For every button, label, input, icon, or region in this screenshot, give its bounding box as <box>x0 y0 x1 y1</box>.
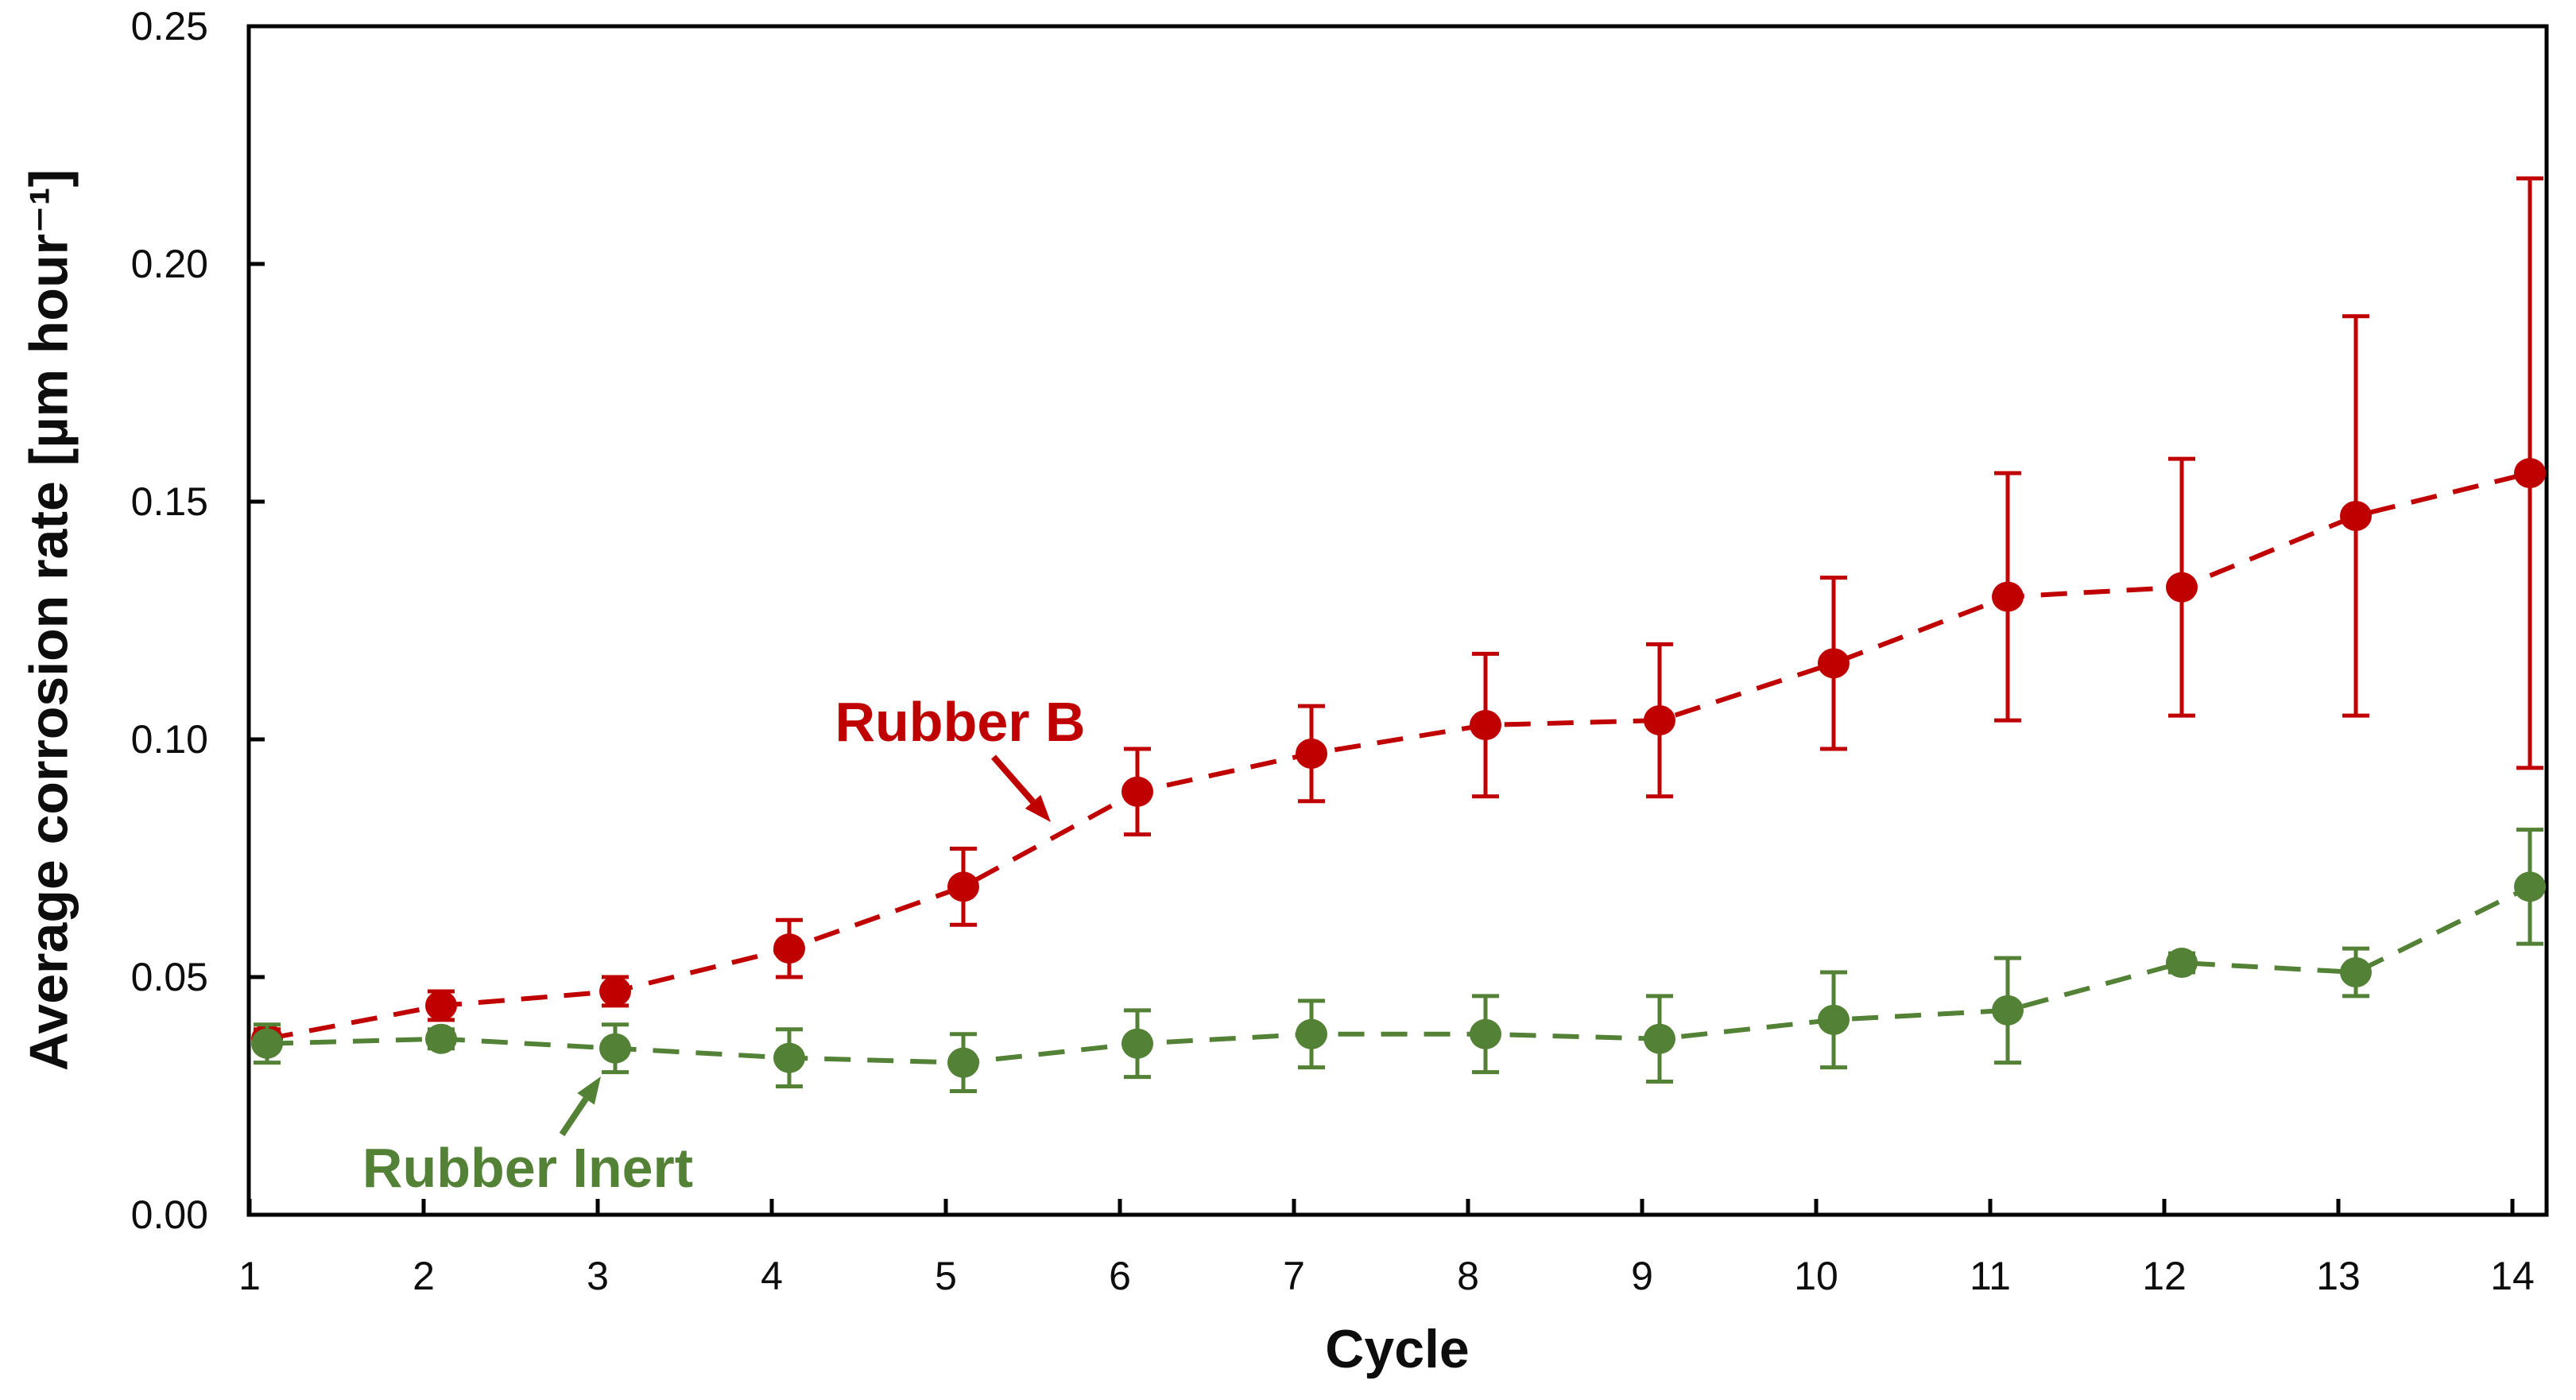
data-point <box>1296 738 1327 769</box>
data-point <box>2340 500 2372 531</box>
data-point <box>2166 948 2198 979</box>
series-rubber-b <box>251 176 2546 1054</box>
x-tick-label: 4 <box>761 1254 783 1298</box>
x-tick-label: 7 <box>1283 1254 1305 1298</box>
y-tick-label: 0.15 <box>131 479 208 524</box>
data-point <box>1296 1018 1327 1049</box>
data-point <box>1818 1004 1850 1035</box>
y-tick-label: 0.20 <box>131 242 208 286</box>
x-tick-label: 13 <box>2316 1254 2361 1298</box>
data-point <box>947 1047 979 1078</box>
data-point <box>773 1042 805 1073</box>
plot-border <box>246 24 2549 1217</box>
data-point <box>2514 871 2546 902</box>
data-point <box>425 1023 457 1054</box>
y-axis: 0.00 0.05 0.10 0.15 0.20 0.25 <box>131 4 265 1237</box>
y-tick-label: 0.00 <box>131 1193 208 1237</box>
x-tick-label: 12 <box>2142 1254 2187 1298</box>
data-point <box>1644 1023 1675 1054</box>
annotation-rubber-inert: Rubber Inert <box>362 1137 694 1199</box>
data-point <box>947 871 979 902</box>
x-tick-label: 14 <box>2490 1254 2535 1298</box>
y-tick-label: 0.05 <box>131 955 208 999</box>
data-point <box>2340 957 2372 988</box>
data-point <box>1818 648 1850 679</box>
y-tick-label: 0.10 <box>131 717 208 762</box>
x-axis: 1 2 3 4 5 6 7 8 9 10 11 12 13 14 <box>238 1199 2535 1298</box>
data-point <box>1121 776 1153 807</box>
data-point <box>2166 572 2198 603</box>
x-tick-label: 2 <box>413 1254 435 1298</box>
x-tick-label: 11 <box>1970 1254 2011 1298</box>
x-tick-label: 9 <box>1631 1254 1653 1298</box>
data-point <box>1644 705 1675 736</box>
data-point <box>1121 1028 1153 1059</box>
data-point <box>599 975 631 1006</box>
annotation-arrow <box>559 1076 601 1137</box>
data-point <box>1992 581 2024 612</box>
annotation-rubber-b: Rubber B <box>835 691 1086 753</box>
data-point <box>1992 995 2024 1026</box>
data-point <box>1470 710 1501 741</box>
y-tick-label: 0.25 <box>131 4 208 48</box>
series-rubber-inert <box>251 828 2547 1094</box>
x-tick-label: 8 <box>1457 1254 1479 1298</box>
series-line <box>266 467 2546 1041</box>
x-tick-label: 5 <box>935 1254 957 1298</box>
data-point <box>773 933 805 964</box>
data-point <box>599 1033 631 1064</box>
data-point <box>251 1028 283 1059</box>
x-tick-label: 1 <box>238 1254 261 1298</box>
data-point <box>2514 458 2546 489</box>
y-axis-title: Average corrosion rate [µm hour⁻¹] <box>18 169 79 1072</box>
data-point <box>425 990 457 1021</box>
x-tick-label: 6 <box>1109 1254 1131 1298</box>
x-tick-label: 10 <box>1794 1254 1838 1298</box>
x-axis-title: Cycle <box>1325 1319 1470 1379</box>
data-point <box>1470 1018 1501 1049</box>
x-tick-label: 3 <box>587 1254 609 1298</box>
annotation-arrow <box>990 754 1051 822</box>
